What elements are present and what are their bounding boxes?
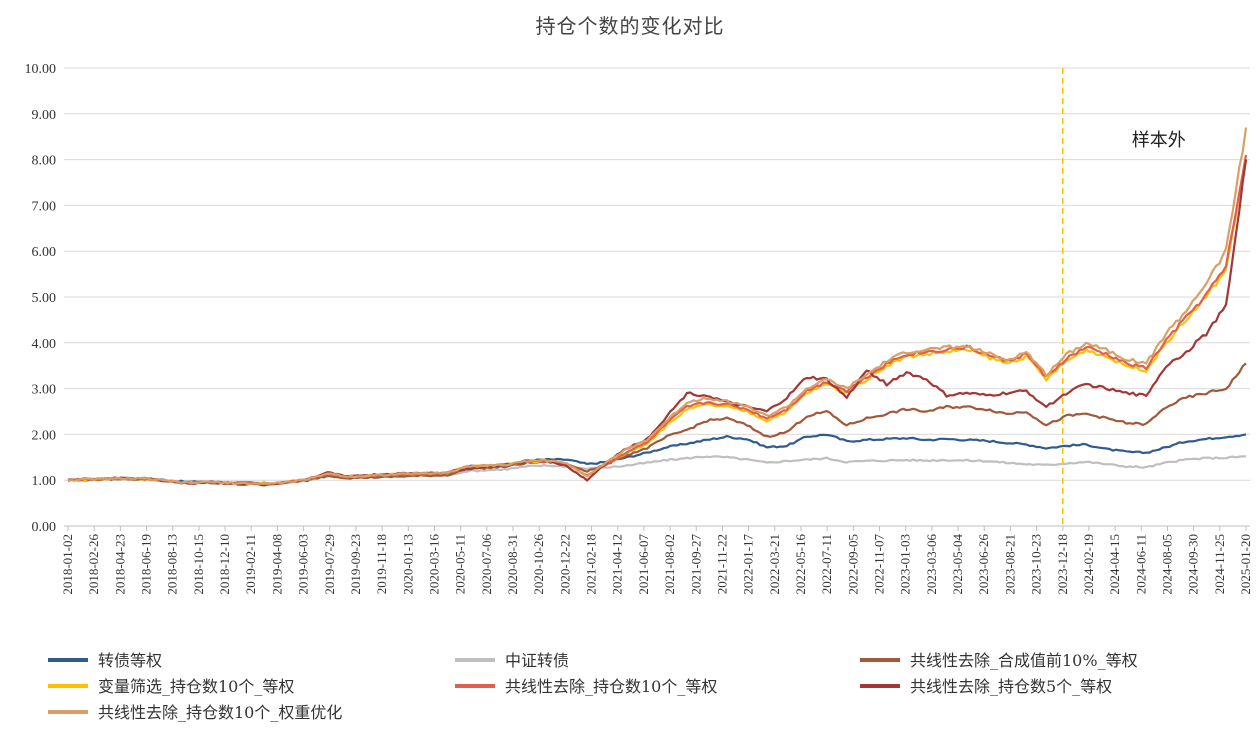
x-tick-label: 2025-01-20 [1238,534,1253,595]
series-line-6 [67,159,1248,487]
legend-label: 共线性去除_合成值前10%_等权 [910,651,1138,670]
x-tick-label: 2019-07-29 [322,534,337,595]
x-tick-label: 2021-04-12 [610,534,625,595]
x-tick-label: 2023-12-18 [1055,534,1070,595]
x-tick-label: 2018-04-23 [112,534,127,595]
legend-label: 变量筛选_持仓数10个_等权 [98,677,294,696]
x-tick-label: 2019-09-23 [348,534,363,595]
x-tick-label: 2019-06-03 [296,534,311,595]
x-tick-label: 2021-09-27 [688,534,703,595]
y-tick-label: 7.00 [32,199,57,214]
x-tick-label: 2018-08-13 [165,534,180,595]
x-tick-label: 2024-11-25 [1212,534,1227,594]
chart-title: 持仓个数的变化对比 [535,14,725,38]
x-tick-label: 2023-01-03 [898,534,913,595]
x-tick-label: 2021-11-22 [714,534,729,594]
x-tick-label: 2019-02-11 [243,534,258,594]
series-line-7 [67,127,1248,486]
x-tick-label: 2020-03-16 [426,534,441,595]
x-tick-label: 2023-08-21 [1002,534,1017,595]
x-tick-label: 2020-01-13 [400,534,415,595]
y-tick-label: 8.00 [32,154,57,169]
y-tick-label: 4.00 [32,337,57,352]
x-tick-label: 2021-06-07 [636,534,651,595]
x-tick-label: 2020-08-31 [505,534,520,595]
x-tick-label: 2019-11-18 [374,534,389,594]
series-line-3 [67,362,1247,486]
x-tick-label: 2018-12-10 [217,534,232,595]
x-tick-label: 2023-03-06 [924,534,939,595]
x-tick-label: 2022-07-11 [819,534,834,594]
y-tick-label: 9.00 [32,108,57,123]
x-tick-label: 2020-05-11 [453,534,468,594]
y-tick-label: 1.00 [32,474,57,489]
x-tick-label: 2024-04-15 [1107,534,1122,595]
out-of-sample-label: 样本外 [1132,130,1186,151]
legend-label: 转债等权 [98,651,162,670]
x-tick-label: 2024-08-05 [1159,534,1174,595]
y-tick-label: 3.00 [32,383,57,398]
x-tick-label: 2018-06-19 [139,534,154,595]
x-tick-label: 2020-12-22 [557,534,572,595]
legend-label: 共线性去除_持仓数5个_等权 [910,677,1112,696]
x-tick-label: 2020-10-26 [531,534,546,595]
y-tick-label: 6.00 [32,245,57,260]
x-tick-label: 2018-10-15 [191,534,206,595]
y-tick-label: 5.00 [32,291,57,306]
x-tick-label: 2019-04-08 [269,534,284,595]
x-tick-label: 2023-06-26 [976,534,991,595]
y-tick-label: 0.00 [32,520,57,535]
x-tick-label: 2022-09-05 [845,534,860,595]
legend-label: 共线性去除_持仓数10个_权重优化 [98,703,342,722]
legend-label: 中证转债 [505,651,569,670]
x-tick-label: 2024-06-11 [1133,534,1148,594]
y-tick-label: 2.00 [32,428,57,443]
y-tick-label: 10.00 [25,62,57,77]
series-line-4 [67,159,1248,486]
x-tick-label: 2024-09-30 [1186,534,1201,595]
x-tick-label: 2024-02-19 [1081,534,1096,595]
x-tick-label: 2022-11-07 [872,534,887,595]
x-tick-label: 2018-01-02 [60,534,75,595]
x-tick-label: 2020-07-06 [479,534,494,595]
x-tick-label: 2022-01-17 [741,534,756,595]
legend-label: 共线性去除_持仓数10个_等权 [505,677,717,696]
x-tick-label: 2023-05-04 [950,534,965,595]
x-tick-label: 2021-08-02 [662,534,677,595]
x-tick-label: 2022-05-16 [793,534,808,595]
x-tick-label: 2018-02-26 [86,534,101,595]
x-tick-label: 2023-10-23 [1029,534,1044,595]
x-tick-label: 2022-03-21 [767,534,782,595]
x-tick-label: 2021-02-18 [584,534,599,595]
